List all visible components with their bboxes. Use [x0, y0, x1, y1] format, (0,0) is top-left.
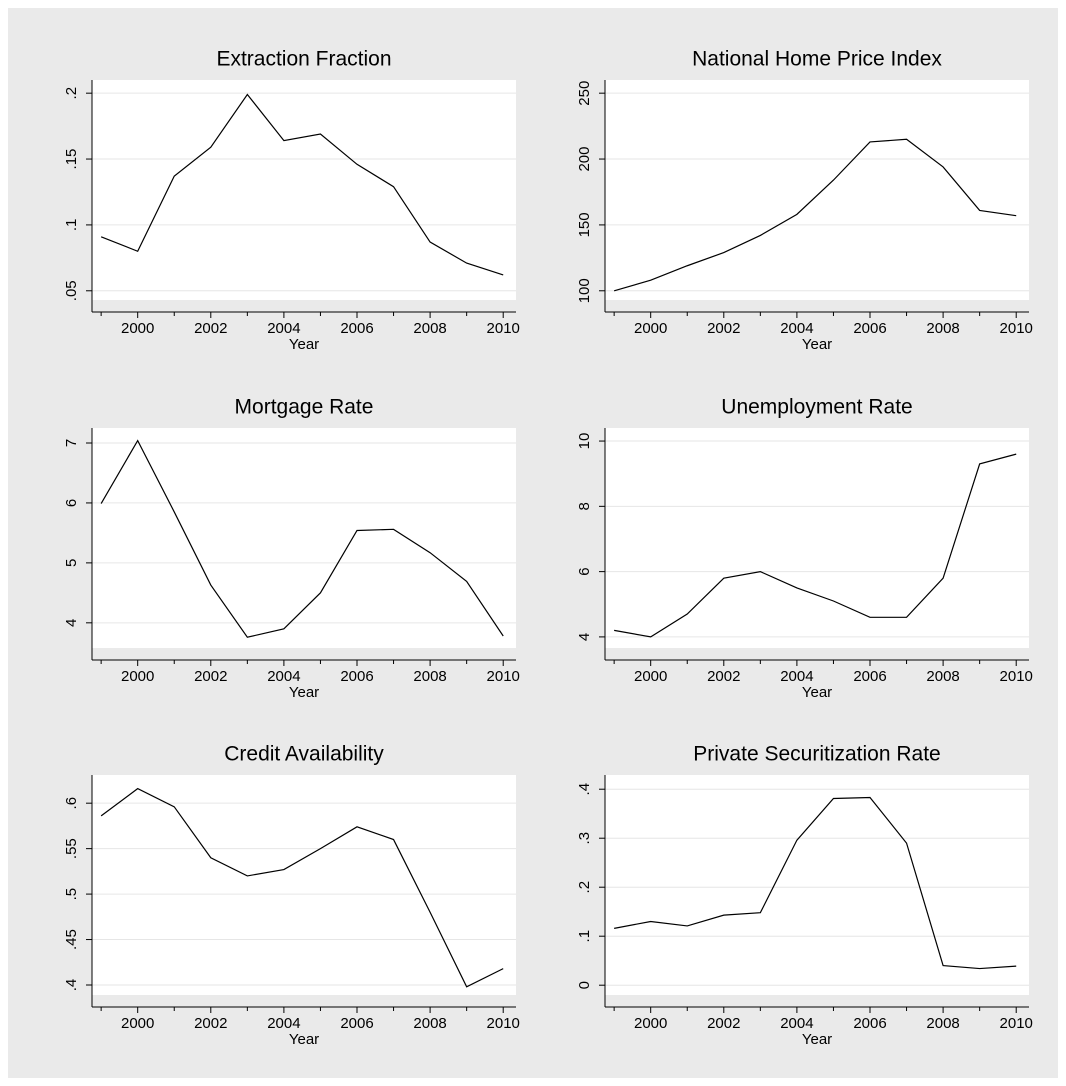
y-tick-label: 6: [63, 499, 80, 507]
x-tick-label: 2008: [926, 320, 959, 337]
x-tick-label: 2004: [267, 668, 300, 685]
x-tick-label: 2004: [267, 1015, 300, 1032]
y-tick-label: 10: [576, 433, 593, 450]
x-axis-label: Year: [802, 684, 832, 701]
x-tick-label: 2004: [780, 1015, 813, 1032]
y-tick-label: .6: [63, 797, 80, 810]
data-line: [100, 787, 504, 988]
x-tick-label: 2002: [707, 320, 740, 337]
y-tick-label: .55: [63, 838, 80, 859]
chart-title: Private Securitization Rate: [693, 743, 940, 766]
data-line: [614, 453, 1017, 638]
x-tick-label: 2000: [634, 668, 667, 685]
y-tick-label: 6: [576, 567, 593, 575]
chart-title: National Home Price Index: [692, 48, 942, 71]
x-axis-label: Year: [289, 684, 319, 701]
y-tick-label: 8: [576, 502, 593, 510]
x-tick-label: 2002: [194, 668, 227, 685]
x-tick-label: 2006: [853, 1015, 886, 1032]
y-tick-label: 150: [576, 212, 593, 237]
x-tick-label: 2002: [194, 1015, 227, 1032]
y-tick-label: .3: [576, 832, 593, 845]
plot-area: [92, 80, 516, 300]
chart-title: Unemployment Rate: [721, 396, 912, 419]
x-tick-label: 2010: [1000, 1015, 1033, 1032]
x-tick-label: 2000: [634, 1015, 667, 1032]
y-tick-label: .45: [63, 929, 80, 950]
y-tick-label: .1: [576, 930, 593, 943]
y-tick-label: .4: [576, 783, 593, 796]
x-tick-label: 2008: [926, 668, 959, 685]
data-line: [613, 138, 1017, 292]
y-tick-label: .1: [63, 219, 80, 232]
y-tick-label: 250: [576, 81, 593, 106]
plot-area: [92, 428, 516, 648]
plot-area: [605, 428, 1029, 648]
x-tick-label: 2006: [340, 320, 373, 337]
data-line: [614, 796, 1017, 970]
x-tick-label: 2002: [707, 1015, 740, 1032]
x-tick-label: 2010: [487, 320, 520, 337]
y-tick-label: 5: [63, 559, 80, 567]
x-tick-label: 2000: [634, 320, 667, 337]
x-tick-label: 2004: [780, 668, 813, 685]
y-tick-label: 100: [576, 278, 593, 303]
x-tick-label: 2010: [1000, 320, 1033, 337]
y-tick-label: .2: [576, 881, 593, 894]
y-tick-label: .5: [63, 888, 80, 901]
y-tick-label: .4: [63, 979, 80, 992]
x-tick-label: 2008: [413, 668, 446, 685]
x-tick-label: 2010: [1000, 668, 1033, 685]
x-axis-label: Year: [289, 1031, 319, 1048]
y-tick-label: .2: [63, 87, 80, 100]
x-tick-label: 2000: [121, 668, 154, 685]
x-tick-label: 2004: [267, 320, 300, 337]
x-tick-label: 2004: [780, 320, 813, 337]
y-tick-label: 4: [576, 633, 593, 641]
plot-area: [605, 80, 1029, 300]
x-tick-label: 2006: [853, 668, 886, 685]
x-tick-label: 2008: [413, 320, 446, 337]
x-tick-label: 2006: [853, 320, 886, 337]
x-tick-label: 2002: [194, 320, 227, 337]
x-tick-label: 2000: [121, 1015, 154, 1032]
x-tick-label: 2000: [121, 320, 154, 337]
y-tick-label: .05: [63, 280, 80, 301]
x-axis-label: Year: [802, 1031, 832, 1048]
x-axis-label: Year: [289, 336, 319, 353]
x-tick-label: 2006: [340, 668, 373, 685]
data-line: [100, 93, 504, 276]
x-tick-label: 2010: [487, 1015, 520, 1032]
x-tick-label: 2010: [487, 668, 520, 685]
y-tick-label: 200: [576, 147, 593, 172]
x-tick-label: 2008: [413, 1015, 446, 1032]
x-tick-label: 2002: [707, 668, 740, 685]
chart-title: Extraction Fraction: [216, 48, 391, 71]
y-tick-label: 7: [63, 439, 80, 447]
plot-area: [92, 775, 516, 995]
chart-title: Credit Availability: [224, 743, 384, 766]
data-line: [100, 439, 504, 638]
y-tick-label: .15: [63, 149, 80, 170]
x-tick-label: 2008: [926, 1015, 959, 1032]
x-axis-label: Year: [802, 336, 832, 353]
chart-title: Mortgage Rate: [235, 396, 374, 419]
y-tick-label: 4: [63, 619, 80, 627]
plot-area: [605, 775, 1029, 995]
y-tick-label: 0: [576, 981, 593, 989]
x-tick-label: 2006: [340, 1015, 373, 1032]
